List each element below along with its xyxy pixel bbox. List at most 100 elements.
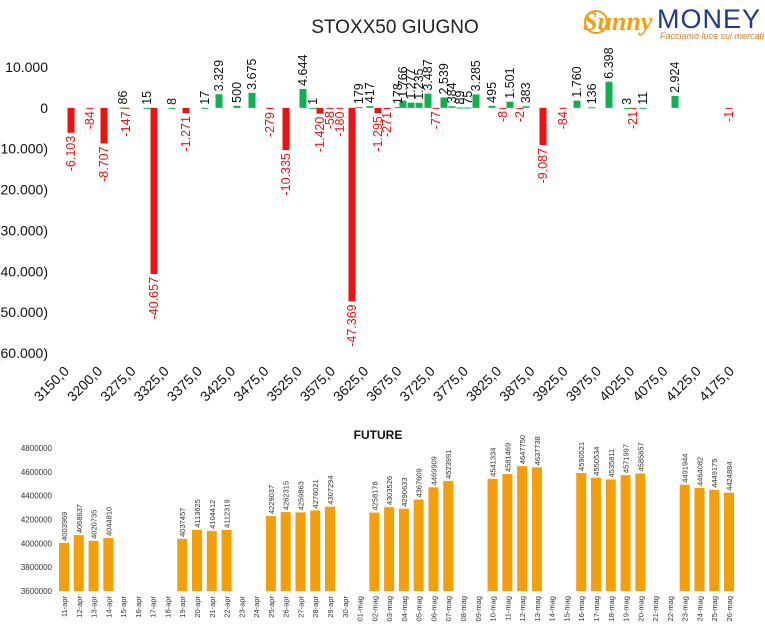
future-x-tick-label: 08-mag [459, 596, 468, 621]
positive-data-label: 384 [445, 82, 459, 103]
negative-data-label: -271 [380, 112, 394, 137]
future-x-tick-label: 18-apr [163, 596, 172, 618]
future-x-tick-label: 24-mag [695, 596, 704, 621]
positive-bar [671, 95, 679, 108]
positive-bar [573, 100, 581, 108]
future-data-label: 4037457 [178, 508, 187, 537]
y-tick-label: (50.000) [0, 304, 48, 320]
negative-data-label: -279 [263, 112, 277, 137]
future-data-label: 4112319 [223, 499, 232, 528]
future-bar [103, 537, 114, 591]
future-x-tick-label: 29-apr [326, 596, 335, 618]
future-x-tick-label: 27-apr [296, 596, 305, 618]
future-data-label: 4104412 [208, 500, 217, 529]
future-bar [221, 529, 232, 591]
positive-data-label: 6.398 [602, 47, 616, 78]
positive-bar [448, 106, 456, 108]
future-bar [724, 492, 734, 591]
future-x-tick-label: 17-mag [592, 596, 601, 621]
negative-data-label: -1 [722, 111, 736, 122]
negative-bar [374, 107, 382, 114]
positive-data-label: 4.644 [296, 55, 310, 86]
positive-bar [440, 97, 448, 108]
positive-data-label: 86 [116, 91, 130, 105]
negative-bar [499, 107, 507, 109]
positive-data-label: 3.675 [245, 59, 259, 90]
x-tick-label: 3725,0 [396, 363, 438, 405]
positive-bar [201, 107, 209, 109]
negative-data-label: -1.420 [313, 117, 327, 152]
negative-bar [182, 107, 190, 114]
future-bar [88, 540, 99, 591]
future-data-label: 4262315 [282, 481, 291, 510]
positive-data-label: 17 [198, 91, 212, 105]
future-bar [635, 473, 646, 591]
future-data-label: 4290633 [400, 477, 409, 506]
x-tick-label: 3525,0 [263, 363, 305, 405]
future-y-tick-label: 4800000 [21, 444, 53, 453]
future-x-tick-label: 21-apr [208, 596, 217, 618]
future-data-label: 4464082 [695, 457, 704, 486]
future-x-tick-label: 05-mag [415, 596, 424, 621]
positive-data-label: 417 [363, 82, 377, 103]
positive-data-label: 2.924 [668, 62, 682, 93]
positive-bar [215, 94, 223, 108]
positive-bar [394, 107, 402, 109]
positive-bar [248, 92, 256, 108]
positive-bar [233, 105, 241, 108]
future-x-tick-label: 23-mag [681, 596, 690, 621]
negative-bar [150, 107, 158, 274]
future-y-tick-label: 3600000 [21, 587, 53, 596]
future-x-tick-label: 25-mag [710, 596, 719, 621]
future-x-axis-ticks: 11-apr 12-apr 13-apr 14-apr 15-apr 16-apr 17-a… [60, 595, 734, 621]
negative-data-label: -1.271 [179, 116, 193, 151]
future-bar [325, 506, 335, 591]
future-data-label: 4303526 [385, 476, 394, 505]
future-bar [605, 479, 616, 591]
future-data-label: 4424884 [725, 461, 734, 490]
positive-data-label: 75 [461, 91, 475, 105]
y-tick-label: (60.000) [0, 345, 48, 361]
positive-bar [506, 101, 514, 108]
positive-bar [488, 105, 496, 108]
future-bar [265, 516, 276, 591]
positive-data-label: 3.329 [212, 60, 226, 91]
x-tick-label: 3625,0 [330, 363, 372, 405]
future-data-label: 4535811 [607, 449, 616, 478]
negative-data-label: -6.103 [64, 136, 78, 171]
future-x-tick-label: 11-apr [60, 595, 69, 617]
future-bar [369, 512, 380, 591]
future-x-tick-label: 13-mag [533, 596, 542, 621]
positive-data-label: 2.539 [437, 63, 451, 94]
negative-data-label: -2 [513, 111, 527, 122]
negative-bar [86, 107, 94, 109]
future-x-tick-label: 25-apr [267, 596, 276, 618]
future-bar [517, 466, 528, 591]
positive-bar [366, 106, 374, 108]
positive-data-label: 383 [519, 82, 533, 103]
x-tick-label: 3875,0 [496, 363, 538, 405]
positive-bar [355, 107, 363, 109]
future-y-tick-label: 4600000 [21, 468, 53, 477]
future-x-tick-label: 24-apr [252, 596, 261, 618]
future-bar [295, 512, 306, 591]
y-tick-label: (40.000) [0, 263, 48, 279]
future-x-tick-label: 02-mag [370, 596, 379, 621]
positive-bar [424, 93, 432, 108]
positive-data-label: 179 [352, 83, 366, 104]
future-data-label: 4068637 [75, 504, 84, 533]
future-x-tick-label: 15-apr [119, 596, 128, 618]
future-x-tick-label: 22-mag [666, 596, 675, 621]
stoxx50-chart: STOXX50 GIUGNO 10.000 0 (10.000) (20.000) (3… [0, 17, 737, 404]
future-x-tick-label: 14-mag [548, 596, 557, 621]
future-x-tick-label: 07-mag [444, 596, 453, 621]
future-x-tick-label: 12-apr [75, 596, 84, 618]
future-data-label: 4647750 [518, 435, 527, 464]
future-data-label: 4523991 [444, 450, 453, 479]
x-tick-label: 3675,0 [363, 363, 405, 405]
x-tick-label: 3975,0 [563, 363, 605, 405]
negative-data-label: -84 [556, 111, 570, 129]
negative-bar [432, 107, 440, 109]
future-bars [59, 466, 734, 591]
future-x-tick-label: 15-mag [562, 596, 571, 621]
